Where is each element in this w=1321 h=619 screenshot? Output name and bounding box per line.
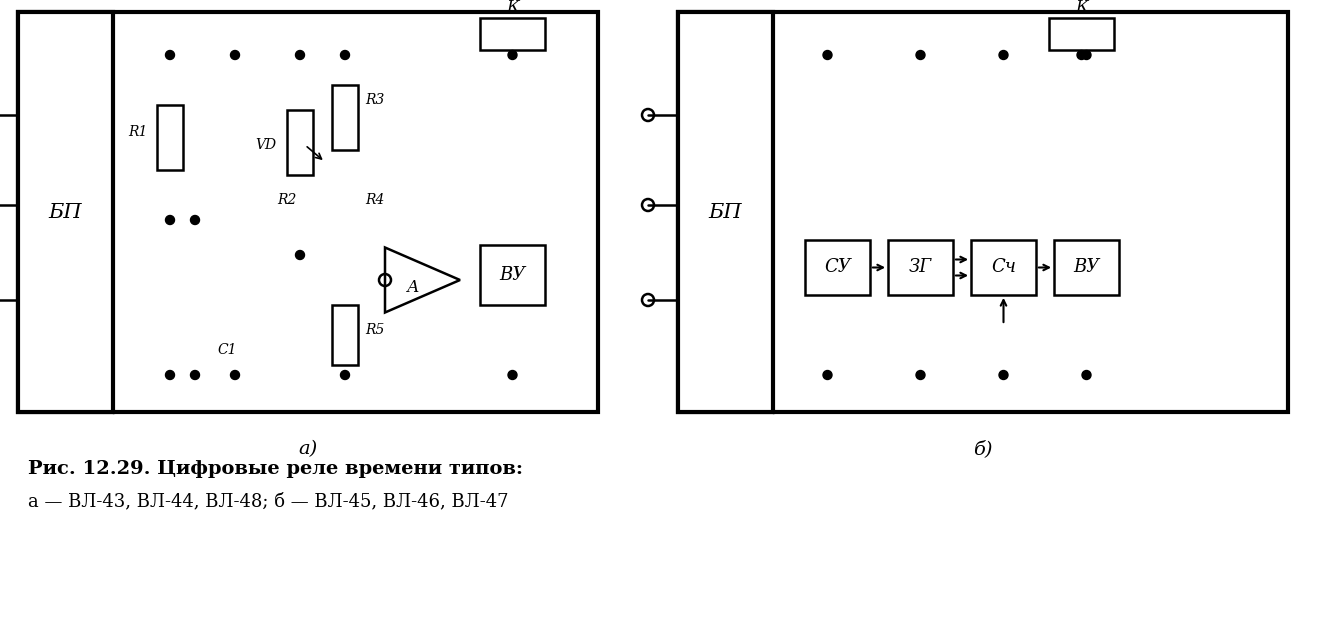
Text: б): б) [974,440,993,458]
Text: ВУ: ВУ [1074,259,1099,277]
Circle shape [341,371,350,379]
Bar [1054,240,1119,295]
Circle shape [165,51,174,59]
Text: БП: БП [49,202,82,222]
Text: R2: R2 [277,193,297,207]
Circle shape [509,51,517,59]
Circle shape [915,51,925,59]
Circle shape [190,371,199,379]
Text: а): а) [299,440,317,458]
Text: Рис. 12.29. Цифровые реле времени типов:: Рис. 12.29. Цифровые реле времени типов: [28,460,523,478]
Text: VD: VD [255,138,276,152]
Text: R1: R1 [128,125,148,139]
Bar [888,240,952,295]
Circle shape [509,371,517,379]
Bar [971,240,1036,295]
Text: R5: R5 [365,323,384,337]
Text: а — ВЛ-43, ВЛ-44, ВЛ-48; б — ВЛ-45, ВЛ-46, ВЛ-47: а — ВЛ-43, ВЛ-44, ВЛ-48; б — ВЛ-45, ВЛ-4… [28,492,509,510]
Circle shape [341,51,350,59]
Circle shape [823,371,832,379]
Bar [332,85,358,150]
Text: БП: БП [708,202,742,222]
Text: R3: R3 [365,93,384,107]
Text: А: А [407,280,420,297]
Circle shape [915,371,925,379]
Bar [678,12,1288,412]
Circle shape [296,251,305,259]
Circle shape [296,51,305,59]
Text: Сч: Сч [991,259,1016,277]
Circle shape [999,371,1008,379]
Bar [332,305,358,365]
Circle shape [1077,51,1086,59]
Bar [18,12,114,412]
Text: R4: R4 [365,193,384,207]
Bar [287,110,313,175]
Text: C1: C1 [217,343,236,357]
Bar [157,105,184,170]
Circle shape [999,51,1008,59]
Circle shape [823,51,832,59]
Bar [678,12,773,412]
Bar [480,18,546,50]
Bar [480,245,546,305]
Circle shape [230,51,239,59]
Text: К: К [1075,0,1089,17]
Bar [804,240,871,295]
Circle shape [165,371,174,379]
Polygon shape [384,248,460,313]
Circle shape [1082,371,1091,379]
Text: К: К [506,0,519,17]
Text: ЗГ: ЗГ [909,259,933,277]
Circle shape [190,215,199,225]
Circle shape [230,371,239,379]
Text: СУ: СУ [824,259,851,277]
Bar [1049,18,1114,50]
Bar [18,12,598,412]
Text: ВУ: ВУ [499,266,526,284]
Circle shape [1082,51,1091,59]
Circle shape [165,215,174,225]
